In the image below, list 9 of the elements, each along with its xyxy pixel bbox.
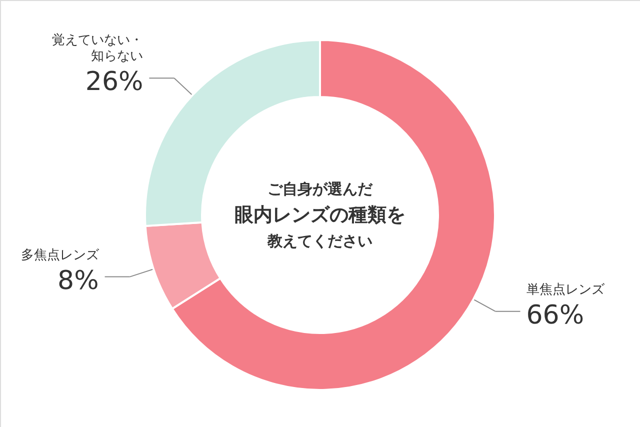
data-label: 66%	[526, 300, 584, 330]
text: 教えてください	[266, 232, 372, 250]
slice-label: 単焦点レンズ	[526, 282, 606, 298]
text: ご自身が選んだ	[268, 180, 374, 198]
data-label: 26%	[85, 67, 144, 98]
slice-label: 覚えていない・知らない	[52, 33, 144, 64]
data-label: 8%	[58, 266, 99, 296]
text: 眼内レンズの種類を	[234, 204, 406, 226]
slice-label: 多焦点レンズ	[20, 248, 100, 263]
